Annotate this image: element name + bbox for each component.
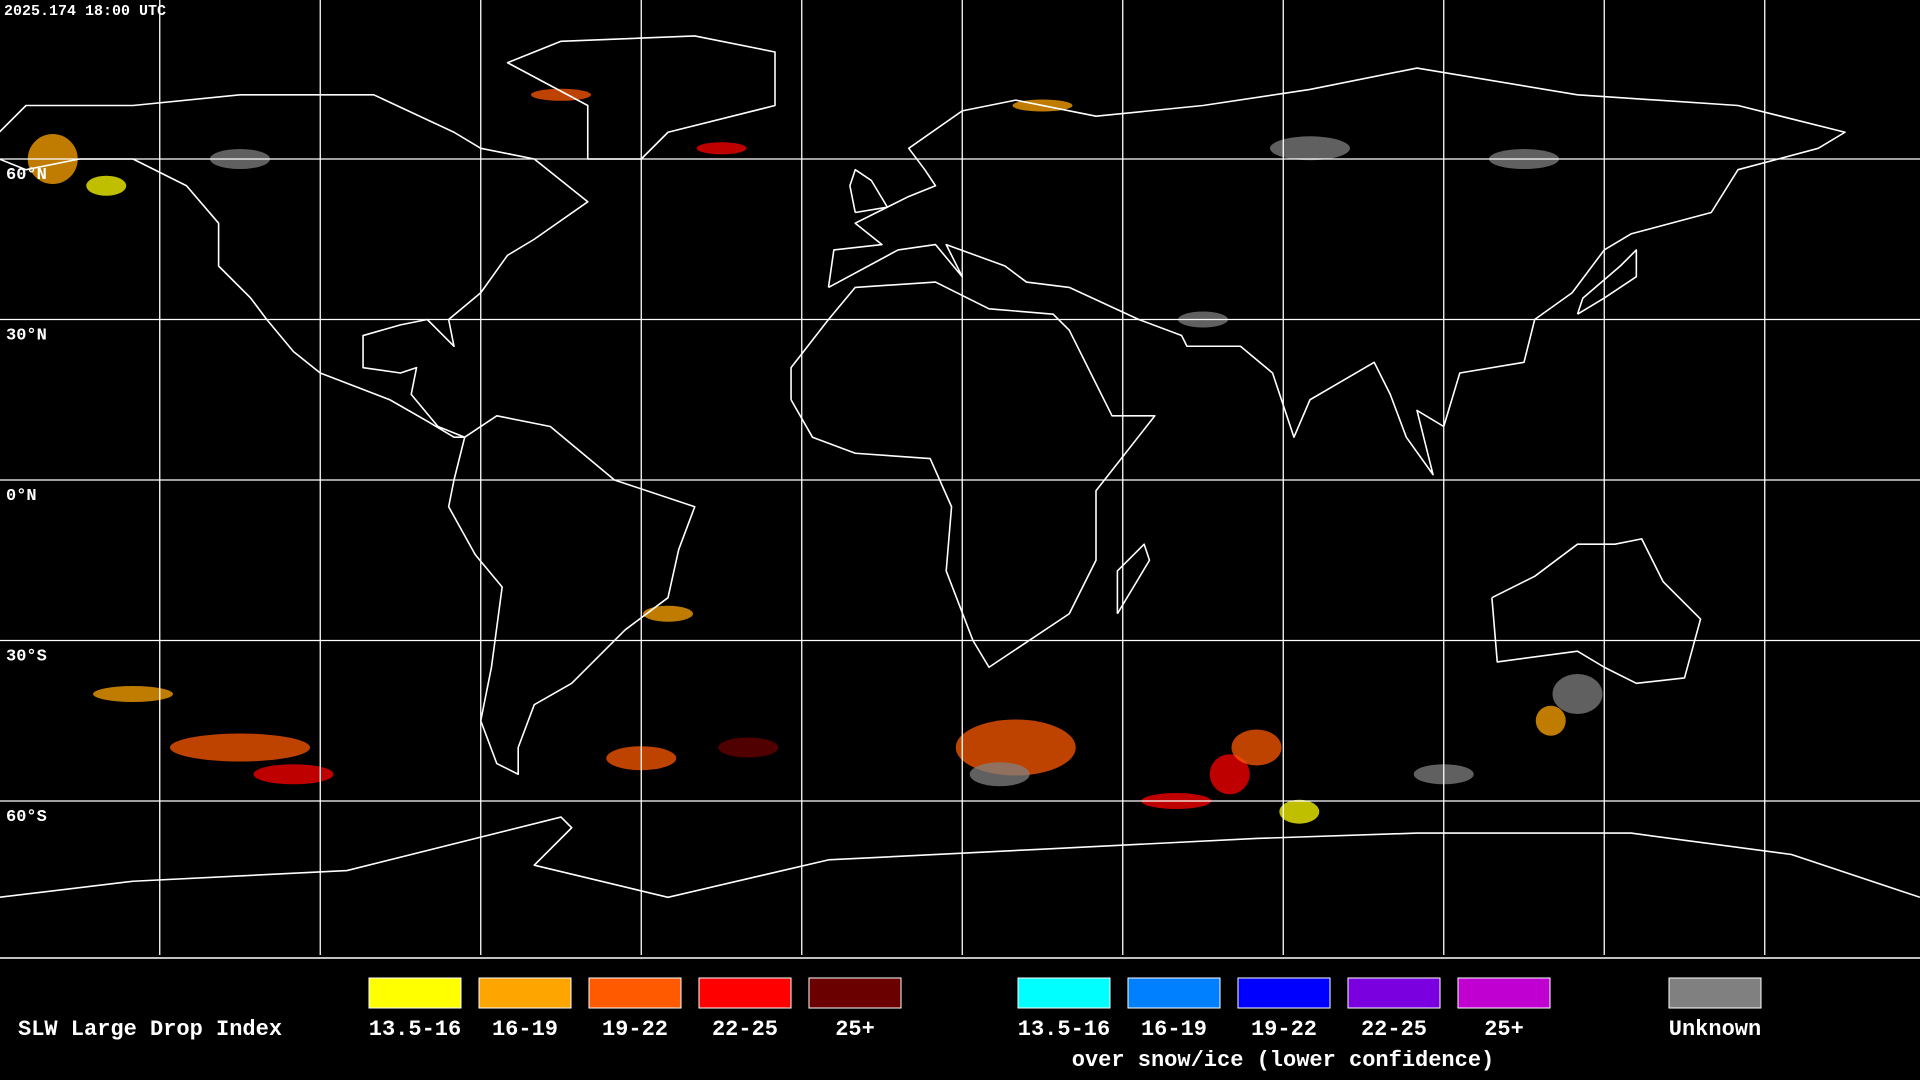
lat-label: 30°N — [6, 327, 47, 346]
lat-label: 30°S — [6, 648, 47, 667]
cloud-patch — [718, 737, 779, 758]
legend-swatch — [1017, 977, 1111, 1009]
legend-label: 25+ — [835, 1017, 875, 1042]
legend-swatch — [1347, 977, 1441, 1009]
cloud-patch — [253, 764, 334, 785]
legend-label: 16-19 — [492, 1017, 558, 1042]
legend-label: 13.5-16 — [1018, 1017, 1110, 1042]
legend-label: 19-22 — [602, 1017, 668, 1042]
legend-swatch — [478, 977, 572, 1009]
lat-label: 0°N — [6, 487, 37, 506]
lat-label: 60°S — [6, 808, 47, 827]
cloud-patch — [1552, 674, 1603, 714]
cloud-patch — [1231, 729, 1282, 766]
cloud-patch — [531, 88, 591, 101]
legend-title: SLW Large Drop Index — [18, 1017, 282, 1042]
legend-label: 19-22 — [1251, 1017, 1317, 1042]
coastline — [790, 281, 1156, 669]
legend-label: 13.5-16 — [369, 1017, 461, 1042]
legend-label: 22-25 — [1361, 1017, 1427, 1042]
coastline — [1491, 538, 1702, 685]
legend-swatch — [1668, 977, 1762, 1009]
lat-label: 60°N — [6, 166, 47, 185]
cloud-patch — [1270, 136, 1350, 161]
legend-label: 22-25 — [712, 1017, 778, 1042]
cloud-patch — [643, 605, 693, 622]
legend-swatch — [1127, 977, 1221, 1009]
cloud-patch — [969, 762, 1030, 787]
coastline — [849, 168, 889, 214]
legend: SLW Large Drop Index over snow/ice (lowe… — [18, 977, 1762, 1073]
cloud-patch — [93, 686, 173, 702]
legend-swatch — [698, 977, 792, 1009]
cloud-patch — [86, 175, 127, 196]
coastline — [506, 35, 776, 160]
coastline — [1116, 543, 1151, 615]
cloud-patch — [1209, 754, 1250, 795]
legend-label: 25+ — [1484, 1017, 1524, 1042]
coastline — [0, 94, 589, 438]
cloud-patch — [1279, 799, 1320, 824]
legend-label: Unknown — [1669, 1017, 1761, 1042]
cloud-patch — [1535, 705, 1566, 736]
coastline — [447, 415, 696, 776]
legend-swatch — [588, 977, 682, 1009]
timestamp: 2025.174 18:00 UTC — [4, 3, 166, 20]
legend-swatch — [1457, 977, 1551, 1009]
legend-swatch — [808, 977, 902, 1009]
legend-label: 16-19 — [1141, 1017, 1207, 1042]
cloud-patch — [955, 719, 1076, 776]
legend-swatch — [368, 977, 462, 1009]
snow-note: over snow/ice (lower confidence) — [1072, 1048, 1494, 1073]
cloud-layer — [27, 88, 1603, 824]
legend-swatch — [1237, 977, 1331, 1009]
cloud-patch — [696, 142, 747, 155]
graticule: 60°N 30°N 0°N 30°S 60°S — [0, 0, 1920, 955]
cloud-patch — [170, 733, 310, 762]
coastline — [0, 816, 1920, 899]
